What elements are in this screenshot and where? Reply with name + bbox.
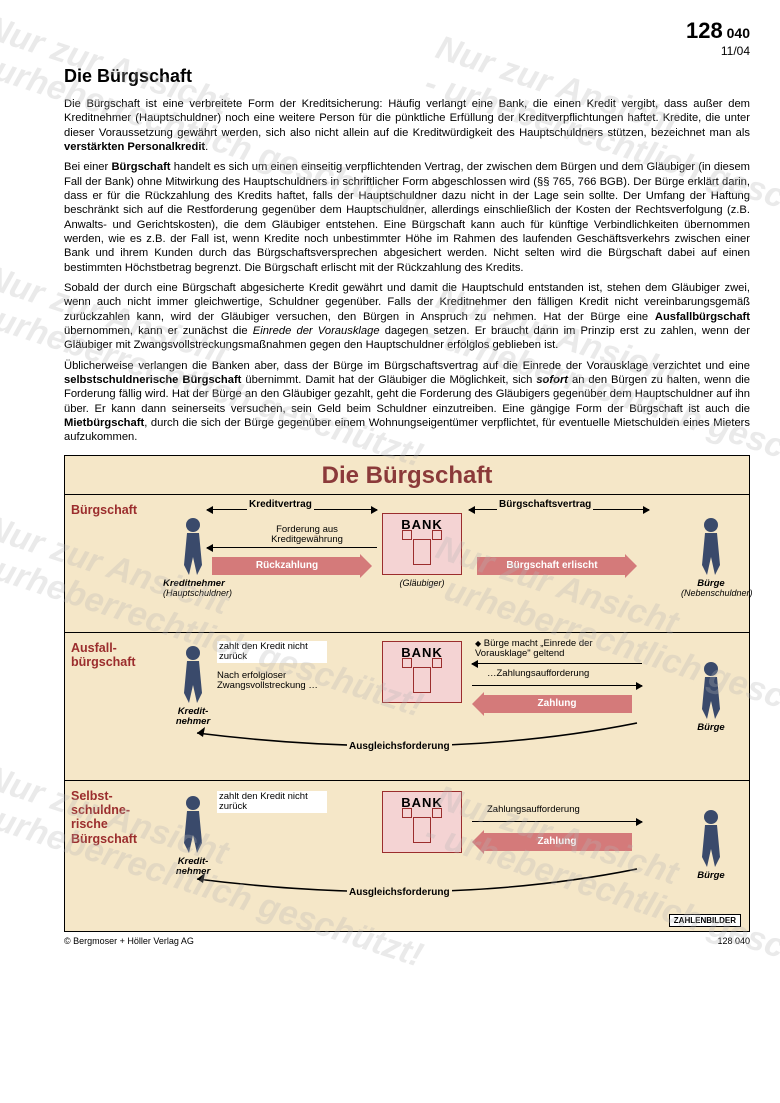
bank-icon-1: BANK (Gläubiger) bbox=[382, 513, 462, 575]
bank1-title: BANK bbox=[383, 514, 461, 535]
lbl-zauff2: …Zahlungsaufforderung bbox=[487, 669, 589, 679]
p3b: Ausfallbürgschaft bbox=[655, 311, 750, 323]
zahlenbilder-badge: ZAHLENBILDER bbox=[669, 914, 741, 927]
arrow-rueck: Rückzahlung bbox=[212, 557, 362, 575]
arrow-zahl3: Zahlung bbox=[482, 833, 632, 851]
row3-body: Kredit-nehmer BANK Bürge zahlt den Kredi… bbox=[157, 781, 749, 931]
arrow-zauff2 bbox=[472, 685, 642, 686]
b2-label: Bürge bbox=[681, 723, 741, 733]
bank1-sub: (Gläubiger) bbox=[383, 578, 461, 588]
lbl-zauff3: Zahlungsaufforderung bbox=[487, 805, 580, 815]
lbl-ausgl2: Ausgleichsforderung bbox=[347, 741, 452, 752]
header-date: 11/04 bbox=[30, 44, 750, 58]
p4f: Mietbürgschaft bbox=[64, 417, 144, 429]
p3c: übernommen, kann er zunächst die bbox=[64, 325, 253, 337]
arrow-zahl2: Zahlung bbox=[482, 695, 632, 713]
diagram-row-3: Selbst-schuldne-rische Bürgschaft Kredit… bbox=[65, 781, 749, 931]
person-buerge-icon-1: Bürge (Nebenschuldner) bbox=[681, 517, 741, 598]
row2-label: Ausfall-bürgschaft bbox=[65, 633, 157, 780]
p1-end: . bbox=[205, 141, 208, 153]
p4b: selbstschuldnerische Bürgschaft bbox=[64, 374, 241, 386]
lbl-zahlt3: zahlt den Kredit nicht zurück bbox=[217, 791, 327, 814]
page-title: Die Bürgschaft bbox=[64, 66, 750, 87]
person-b2-icon: Bürge bbox=[681, 661, 741, 733]
footer: © Bergmoser + Höller Verlag AG 128 040 bbox=[64, 936, 750, 946]
p2b: Bürgschaft bbox=[111, 161, 170, 173]
lbl-nach: Nach erfolgloser Zwangsvollstreckung … bbox=[217, 671, 367, 692]
bank3-title: BANK bbox=[383, 792, 461, 813]
paragraph-2: Bei einer Bürgschaft handelt es sich um … bbox=[64, 160, 750, 275]
p4a: Üblicherweise verlangen die Banken aber,… bbox=[64, 360, 750, 372]
diagram-row-1: Bürgschaft Kreditnehmer (Hauptschuldner)… bbox=[65, 495, 749, 633]
bank-icon-3: BANK bbox=[382, 791, 462, 853]
paragraph-4: Üblicherweise verlangen die Banken aber,… bbox=[64, 359, 750, 445]
person-b3-icon: Bürge bbox=[681, 809, 741, 881]
row2-body: Kredit-nehmer BANK Bürge zahlt den Kredi… bbox=[157, 633, 749, 780]
p1-text: Die Bürgschaft ist eine verbreitete Form… bbox=[64, 98, 750, 139]
lbl-zahlt2: zahlt den Kredit nicht zurück bbox=[217, 641, 327, 664]
page-num-small: 040 bbox=[727, 25, 750, 41]
footer-code: 128 040 bbox=[717, 936, 750, 946]
kn-sub: (Hauptschuldner) bbox=[163, 589, 223, 598]
lbl-bv: Bürgschaftsvertrag bbox=[497, 499, 593, 510]
diagram-row-2: Ausfall-bürgschaft Kredit-nehmer BANK Bü… bbox=[65, 633, 749, 781]
p2c: handelt es sich um einen einseitig verpf… bbox=[64, 161, 750, 273]
bank-icon-2: BANK bbox=[382, 641, 462, 703]
p2a: Bei einer bbox=[64, 161, 111, 173]
page-num-big: 128 bbox=[686, 18, 723, 43]
diagram-title: Die Bürgschaft bbox=[65, 456, 749, 495]
p4g: , durch die sich der Bürge gegenüber ein… bbox=[64, 417, 750, 443]
lbl-einrede: ◆ Bürge macht „Einrede der Vorausklage" … bbox=[475, 639, 615, 660]
p3d: Einrede der Vorausklage bbox=[253, 325, 380, 337]
row1-body: Kreditnehmer (Hauptschuldner) BANK (Gläu… bbox=[157, 495, 749, 632]
p4c: übernimmt. Damit hat der Gläubiger die M… bbox=[241, 374, 536, 386]
b3-label: Bürge bbox=[681, 871, 741, 881]
paragraph-3: Sobald der durch eine Bürgschaft abgesic… bbox=[64, 281, 750, 353]
arrow-erl: Bürgschaft erlischt bbox=[477, 557, 627, 575]
lbl-ausgl3: Ausgleichsforderung bbox=[347, 887, 452, 898]
row3-label: Selbst-schuldne-rische Bürgschaft bbox=[65, 781, 157, 931]
p3a: Sobald der durch eine Bürgschaft abgesic… bbox=[64, 282, 750, 323]
header-number: 128 040 bbox=[30, 18, 750, 44]
copyright: © Bergmoser + Höller Verlag AG bbox=[64, 936, 194, 946]
p4d: sofort bbox=[536, 374, 568, 386]
bank2-title: BANK bbox=[383, 642, 461, 663]
b1-sub: (Nebenschuldner) bbox=[681, 589, 741, 598]
lbl-ford: Forderung aus Kreditgewährung bbox=[247, 525, 367, 546]
p1-bold: verstärkten Personalkredit bbox=[64, 141, 205, 153]
row1-label: Bürgschaft bbox=[65, 495, 157, 632]
arrow-zauff3 bbox=[472, 821, 642, 822]
diagram-container: Die Bürgschaft Bürgschaft Kreditnehmer (… bbox=[64, 455, 750, 932]
arrow-einrede bbox=[472, 663, 642, 664]
paragraph-1: Die Bürgschaft ist eine verbreitete Form… bbox=[64, 97, 750, 154]
lbl-kv: Kreditvertrag bbox=[247, 499, 314, 510]
arrow-ford bbox=[207, 547, 377, 548]
